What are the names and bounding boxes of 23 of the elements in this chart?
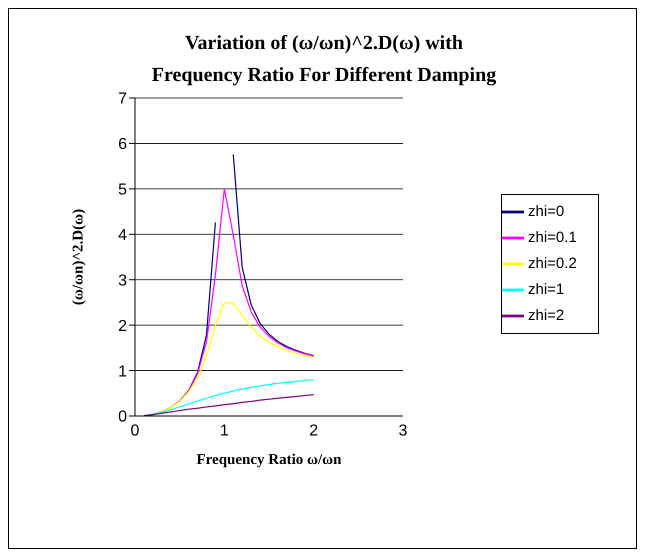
legend-label: zhi=0 bbox=[528, 203, 564, 220]
y-axis-title: (ω/ωn)^2.D(ω) bbox=[70, 208, 86, 306]
x-tick-label: 2 bbox=[309, 422, 318, 440]
y-tick-label: 0 bbox=[118, 408, 128, 426]
y-tick-label: 7 bbox=[118, 90, 128, 108]
chart-title: Variation of (ω/ωn)^2.D(ω) with Frequency Ratio For Different Damping bbox=[150, 31, 498, 88]
x-axis-title: Frequency Ratio ω/ωn bbox=[196, 452, 342, 468]
legend-label: zhi=0.1 bbox=[528, 229, 577, 246]
legend-label: zhi=2 bbox=[528, 307, 564, 324]
legend-label: zhi=1 bbox=[528, 281, 564, 298]
legend-label: zhi=0.2 bbox=[528, 255, 577, 272]
y-tick-label: 3 bbox=[118, 272, 128, 290]
line-series bbox=[143, 394, 314, 416]
y-tick-label: 1 bbox=[118, 363, 128, 380]
line-series bbox=[143, 379, 314, 416]
line-series bbox=[170, 188, 314, 408]
x-tick-label: 3 bbox=[398, 422, 408, 440]
y-tick-label: 6 bbox=[118, 136, 128, 154]
x-tick-label: 1 bbox=[220, 422, 229, 440]
y-tick-label: 4 bbox=[118, 226, 128, 244]
y-tick-label: 2 bbox=[118, 318, 128, 335]
y-tick-label: 5 bbox=[118, 182, 128, 199]
x-tick-label: 0 bbox=[130, 422, 140, 440]
